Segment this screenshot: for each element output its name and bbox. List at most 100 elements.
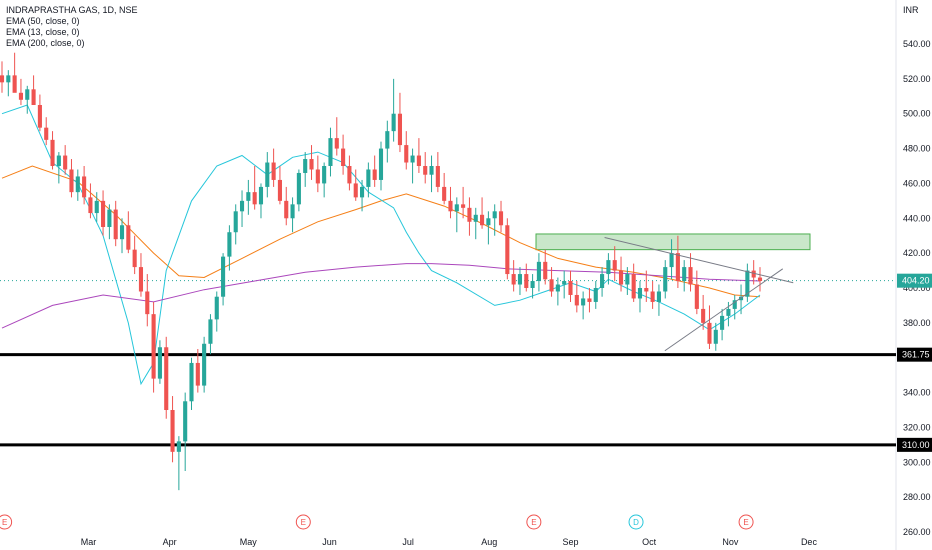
earnings-marker[interactable] — [295, 514, 311, 530]
candle-body[interactable] — [644, 288, 649, 292]
candle-body[interactable] — [195, 362, 200, 386]
candle-body[interactable] — [581, 298, 586, 306]
study-ema-50[interactable]: EMA (50, close, 0) — [6, 16, 80, 26]
candle-body[interactable] — [170, 410, 175, 452]
dividend-marker[interactable] — [628, 514, 644, 530]
candle-body[interactable] — [612, 260, 617, 271]
candle-body[interactable] — [738, 296, 744, 301]
candle-body[interactable] — [359, 186, 365, 198]
candle-body[interactable] — [145, 291, 150, 315]
candle-body[interactable] — [164, 347, 169, 410]
study-ema-200[interactable]: EMA (200, close, 0) — [6, 38, 85, 48]
candle-body[interactable] — [675, 253, 680, 282]
candle-body[interactable] — [107, 209, 112, 227]
candle-body[interactable] — [44, 127, 49, 140]
candle-body[interactable] — [442, 186, 447, 201]
candle-body[interactable] — [56, 155, 61, 166]
candle-body[interactable] — [69, 169, 74, 193]
candle-body[interactable] — [239, 200, 245, 212]
candle-body[interactable] — [296, 172, 301, 205]
candle-body[interactable] — [366, 169, 371, 187]
candle-body[interactable] — [385, 131, 390, 149]
candle-body[interactable] — [37, 105, 42, 128]
candle-body[interactable] — [397, 113, 403, 146]
candle-body[interactable] — [625, 274, 630, 285]
candle-body[interactable] — [101, 200, 106, 227]
earnings-marker[interactable] — [526, 514, 542, 530]
candle-body[interactable] — [126, 225, 131, 250]
candle-body[interactable] — [25, 89, 30, 100]
resistance-zone[interactable] — [535, 233, 811, 251]
candle-body[interactable] — [265, 162, 270, 187]
candle-body[interactable] — [688, 267, 693, 285]
candle-body[interactable] — [202, 343, 207, 386]
candle-body[interactable] — [113, 209, 118, 240]
candle-body[interactable] — [498, 211, 504, 226]
candle-body[interactable] — [303, 159, 308, 173]
candle-body[interactable] — [663, 267, 668, 292]
candle-body[interactable] — [568, 281, 573, 295]
candle-body[interactable] — [517, 274, 523, 285]
candle-body[interactable] — [682, 267, 687, 282]
candle-body[interactable] — [157, 347, 162, 379]
candle-body[interactable] — [631, 274, 636, 299]
candle-body[interactable] — [467, 207, 472, 222]
candle-body[interactable] — [378, 148, 384, 180]
candle-body[interactable] — [315, 169, 320, 184]
candle-body[interactable] — [423, 166, 428, 175]
candle-body[interactable] — [600, 274, 605, 288]
candle-body[interactable] — [562, 281, 567, 285]
candle-body[interactable] — [745, 270, 750, 297]
candle-body[interactable] — [637, 288, 643, 299]
candle-body[interactable] — [555, 284, 560, 292]
candle-body[interactable] — [694, 284, 699, 309]
candle-body[interactable] — [429, 166, 434, 175]
candle-body[interactable] — [473, 214, 478, 222]
candle-body[interactable] — [189, 362, 194, 402]
candle-body[interactable] — [536, 261, 541, 282]
candle-body[interactable] — [543, 261, 548, 280]
candle-body[interactable] — [271, 162, 276, 180]
candle-body[interactable] — [6, 75, 11, 83]
candle-body[interactable] — [50, 139, 55, 166]
candle-body[interactable] — [549, 279, 554, 292]
candle-body[interactable] — [347, 166, 352, 184]
candle-body[interactable] — [290, 204, 295, 219]
candle-body[interactable] — [227, 232, 232, 257]
candle-body[interactable] — [0, 75, 5, 83]
candle-body[interactable] — [309, 159, 314, 170]
candle-body[interactable] — [404, 145, 409, 163]
earnings-marker[interactable] — [738, 514, 754, 530]
ema-200-line[interactable] — [1, 263, 761, 329]
study-ema-13[interactable]: EMA (13, close, 0) — [6, 27, 80, 37]
candle-body[interactable] — [221, 256, 226, 297]
candle-body[interactable] — [18, 92, 24, 100]
candle-body[interactable] — [707, 322, 712, 344]
candle-body[interactable] — [720, 315, 725, 330]
candle-body[interactable] — [75, 176, 80, 193]
candle-body[interactable] — [574, 294, 579, 306]
candle-body[interactable] — [726, 308, 731, 316]
candle-body[interactable] — [454, 204, 459, 212]
candle-body[interactable] — [258, 186, 264, 205]
candle-body[interactable] — [593, 288, 598, 302]
candle-body[interactable] — [353, 183, 358, 198]
candle-body[interactable] — [334, 138, 339, 149]
candle-body[interactable] — [530, 281, 535, 288]
candle-body[interactable] — [277, 179, 282, 201]
candle-body[interactable] — [461, 204, 466, 208]
candle-body[interactable] — [480, 214, 485, 226]
candle-body[interactable] — [713, 329, 718, 344]
candle-body[interactable] — [12, 75, 17, 93]
candle-body[interactable] — [252, 192, 257, 205]
trendline[interactable] — [664, 268, 784, 352]
candle-body[interactable] — [606, 260, 611, 275]
candle-body[interactable] — [391, 113, 396, 132]
candle-body[interactable] — [587, 298, 592, 302]
candle-body[interactable] — [448, 200, 453, 212]
candle-body[interactable] — [751, 270, 756, 278]
candle-body[interactable] — [94, 200, 99, 214]
candle-body[interactable] — [492, 211, 497, 219]
candle-body[interactable] — [372, 169, 377, 180]
